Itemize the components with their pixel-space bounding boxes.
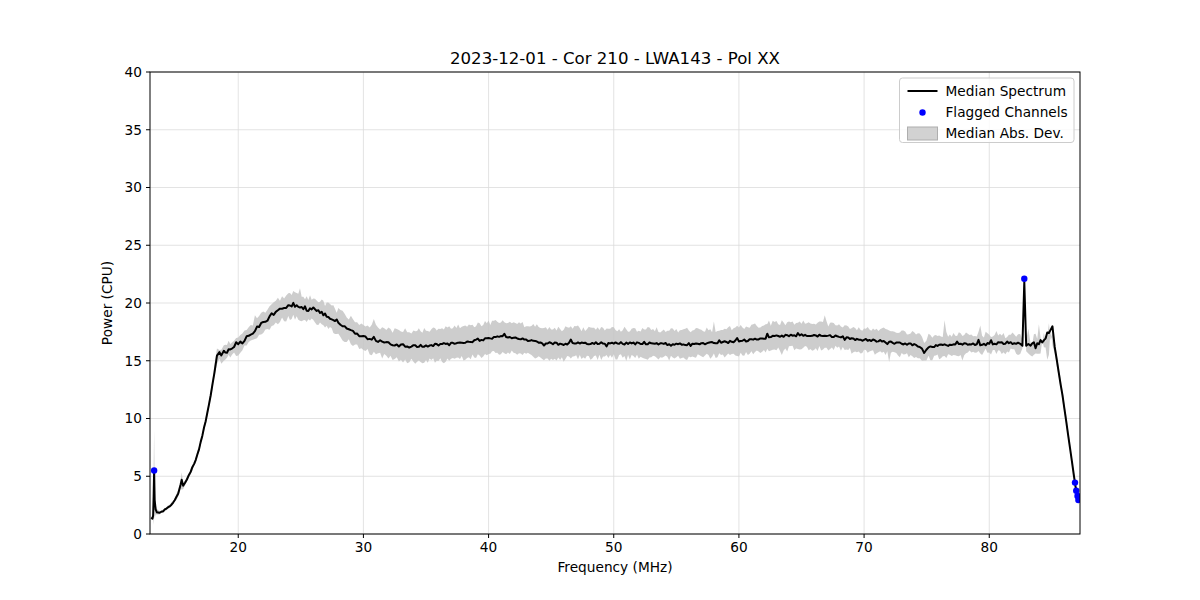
y-axis-label: Power (CPU) <box>99 261 115 345</box>
flagged-channel-point <box>1072 479 1078 485</box>
legend-label: Median Abs. Dev. <box>946 125 1064 141</box>
y-tick-label: 10 <box>125 410 142 426</box>
legend: Median Spectrum Flagged Channels Median Ab… <box>900 78 1075 143</box>
spectrum-chart: 20 30 40 50 60 70 80 0 5 10 15 20 25 30 35 40 2023-12-0… <box>0 0 1200 600</box>
x-tick-label: 40 <box>480 539 497 555</box>
legend-label: Flagged Channels <box>946 104 1068 120</box>
x-tick-label: 60 <box>730 539 747 555</box>
x-tick-label: 30 <box>355 539 372 555</box>
y-tick-label: 20 <box>125 295 142 311</box>
flagged-channel-point <box>1021 276 1027 282</box>
flagged-channel-point <box>151 467 157 473</box>
y-tick-label: 15 <box>125 353 142 369</box>
x-tick-label: 70 <box>855 539 872 555</box>
x-axis-label: Frequency (MHz) <box>557 559 672 575</box>
y-tick-label: 25 <box>125 237 142 253</box>
y-tick-label: 0 <box>133 526 142 542</box>
legend-dot-sample <box>919 109 925 115</box>
mad-band <box>151 278 1079 525</box>
y-tick-label: 5 <box>133 468 142 484</box>
data-layer <box>151 276 1082 525</box>
legend-label: Median Spectrum <box>946 83 1066 99</box>
y-tick-label: 30 <box>125 179 142 195</box>
x-tick-label: 80 <box>981 539 998 555</box>
legend-patch-sample <box>908 127 938 140</box>
x-tick-label: 20 <box>230 539 247 555</box>
y-tick-label: 35 <box>125 122 142 138</box>
flagged-channel-point <box>1075 497 1081 503</box>
x-tick-label: 50 <box>605 539 622 555</box>
chart-title: 2023-12-01 - Cor 210 - LWA143 - Pol XX <box>450 49 780 68</box>
y-tick-label: 40 <box>125 64 142 80</box>
